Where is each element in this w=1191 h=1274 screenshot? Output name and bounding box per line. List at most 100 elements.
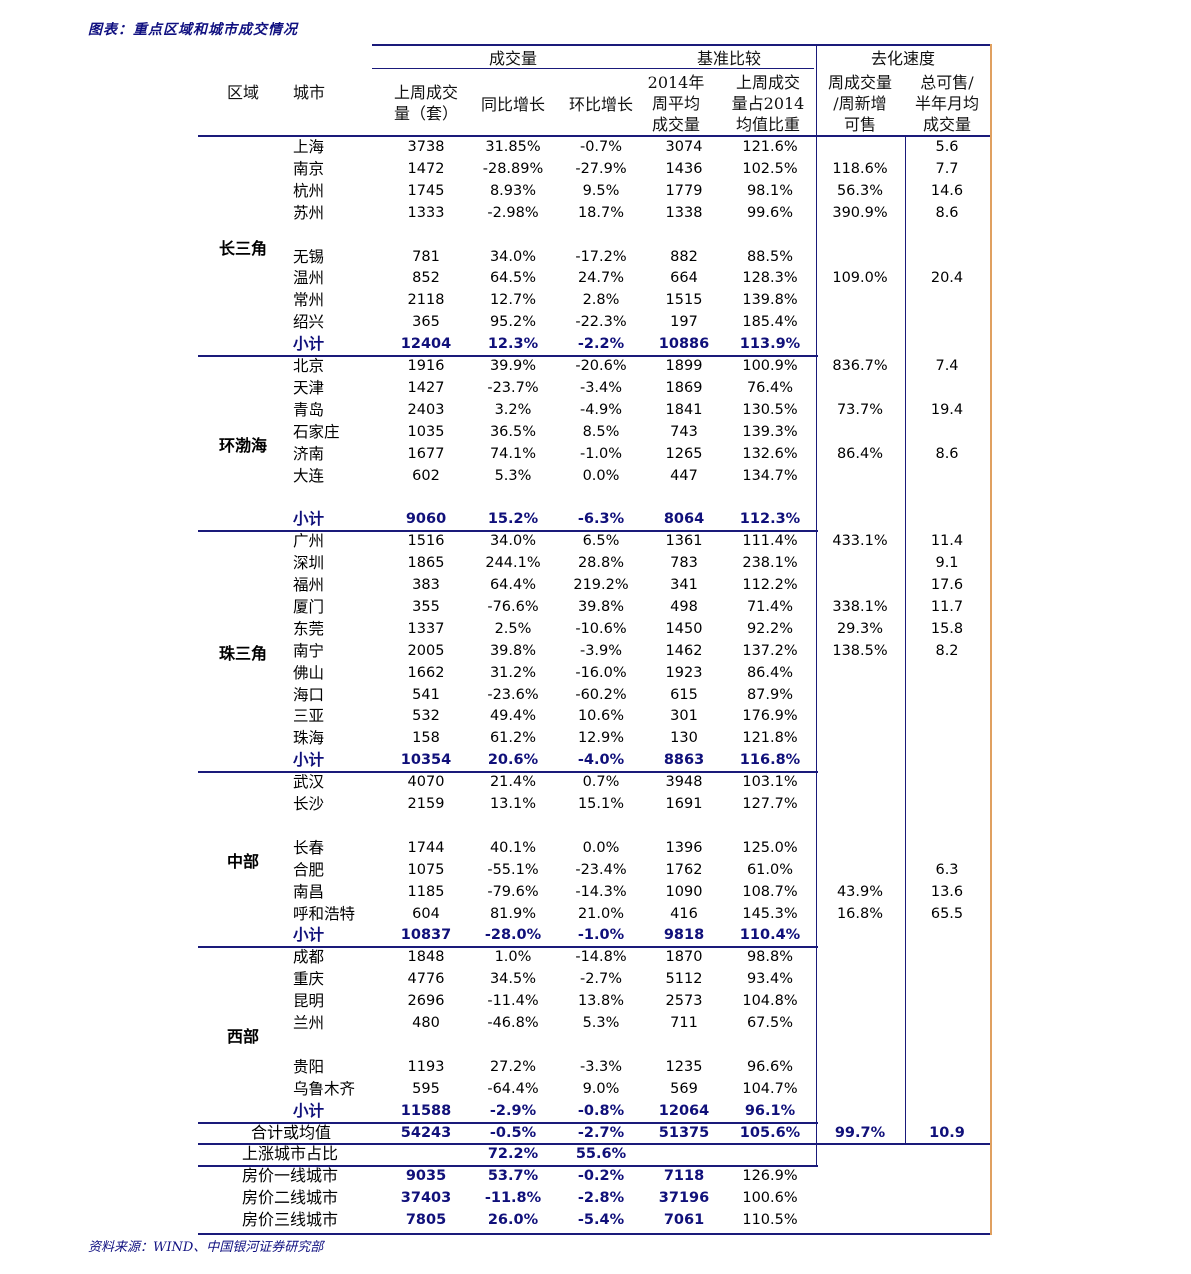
cell-volume: 4070 <box>407 774 445 791</box>
cell-yoy: 34.5% <box>489 971 537 988</box>
city-name: 贵阳 <box>293 1057 325 1076</box>
cell-ratio-2014: 139.3% <box>742 423 798 440</box>
cell-ratio-2014: 61.0% <box>746 861 794 878</box>
cell-yoy: 40.1% <box>489 839 537 856</box>
totals-cell-ratio-2014: 105.6% <box>739 1124 801 1141</box>
totals-cell-yoy: 53.7% <box>487 1168 539 1185</box>
cell-volume: 852 <box>412 270 440 287</box>
cell-volume: 365 <box>412 314 440 331</box>
totals-cell-ratio-2014: 110.5% <box>742 1212 798 1229</box>
cell-months-supply: 8.2 <box>935 642 959 659</box>
cell-mom: -1.0% <box>579 445 623 462</box>
cell-volume: 355 <box>412 598 440 615</box>
region-separator <box>198 355 818 357</box>
cell-mom: -27.9% <box>575 160 627 177</box>
cell-volume: 10837 <box>400 927 452 944</box>
cell-ratio-2014: 127.7% <box>742 796 798 812</box>
cell-months-supply: 8.6 <box>935 445 959 462</box>
city-name: 福州 <box>293 576 325 594</box>
totals-cell-yoy: -0.5% <box>489 1124 537 1141</box>
cell-weekly-vs-new: 390.9% <box>832 204 888 221</box>
cell-volume: 595 <box>412 1080 440 1097</box>
cell-yoy: -64.4% <box>487 1080 539 1097</box>
cell-volume: 2159 <box>407 796 445 812</box>
cell-mom: 9.0% <box>582 1080 620 1097</box>
cell-yoy: -2.9% <box>489 1102 537 1119</box>
cell-ratio-2014: 185.4% <box>742 314 798 331</box>
cell-avg-2014: 1691 <box>665 796 703 812</box>
region-separator <box>198 771 818 774</box>
cell-avg-2014: 1870 <box>665 949 703 966</box>
cell-ratio-2014: 88.5% <box>746 248 794 265</box>
cell-volume: 2005 <box>407 642 445 659</box>
cell-ratio-2014: 111.4% <box>742 533 798 550</box>
cell-mom: -3.3% <box>579 1058 623 1075</box>
city-name: 长春 <box>293 838 325 857</box>
cell-ratio-2014: 132.6% <box>742 445 798 462</box>
cell-volume: 1185 <box>407 883 445 900</box>
cell-ratio-2014: 96.1% <box>744 1102 796 1119</box>
uprate-rule <box>198 1165 818 1168</box>
city-name: 绍兴 <box>293 313 325 332</box>
cell-weekly-vs-new: 86.4% <box>836 445 884 462</box>
cell-mom: 28.8% <box>577 555 625 572</box>
cell-volume: 532 <box>412 708 440 725</box>
cell-yoy: 3.2% <box>494 401 532 418</box>
cell-avg-2014: 130 <box>670 730 698 747</box>
header-group-destock: 去化速度 <box>870 49 936 68</box>
cell-avg-2014: 1090 <box>665 883 703 900</box>
cell-ratio-2014: 145.3% <box>742 905 798 922</box>
cell-mom: -17.2% <box>575 248 627 265</box>
cell-avg-2014: 2573 <box>665 993 703 1010</box>
chart-title: 图表：重点区域和城市成交情况 <box>88 22 298 38</box>
city-name: 南京 <box>293 159 325 178</box>
cell-avg-2014: 8863 <box>663 752 705 769</box>
cell-months-supply: 17.6 <box>930 577 964 593</box>
totals-label: 房价二线城市 <box>241 1188 339 1208</box>
cell-avg-2014: 1396 <box>665 839 703 856</box>
right-border <box>990 44 992 1235</box>
city-name: 深圳 <box>293 554 325 573</box>
totals-cell-yoy: -11.8% <box>484 1190 542 1207</box>
cell-months-supply: 11.4 <box>930 533 964 550</box>
cell-ratio-2014: 93.4% <box>746 971 794 988</box>
cell-yoy: 31.2% <box>489 664 537 681</box>
region-separator <box>198 530 818 533</box>
header-bottom-rule <box>198 135 992 137</box>
header-group-volume: 成交量 <box>488 49 538 68</box>
cell-months-supply: 7.4 <box>935 358 959 374</box>
cell-yoy: -11.4% <box>487 993 539 1010</box>
subtotal-label: 小计 <box>293 750 325 770</box>
cell-ratio-2014: 76.4% <box>746 379 794 396</box>
cell-mom: -14.8% <box>575 949 627 966</box>
subtotal-label: 小计 <box>293 334 325 354</box>
cell-months-supply: 19.4 <box>930 401 964 418</box>
cell-volume: 2403 <box>407 401 445 418</box>
cell-mom: 13.8% <box>577 993 625 1010</box>
cell-yoy: 20.6% <box>487 752 539 769</box>
cell-ratio-2014: 96.6% <box>746 1058 794 1075</box>
cell-weekly-vs-new: 56.3% <box>836 182 884 199</box>
cell-mom: 2.8% <box>582 292 620 309</box>
cell-mom: 5.3% <box>582 1015 620 1031</box>
cell-mom: 0.0% <box>582 839 620 856</box>
cell-ratio-2014: 110.4% <box>739 927 801 944</box>
city-name: 重庆 <box>293 970 325 989</box>
cell-avg-2014: 416 <box>670 905 698 922</box>
region-separator <box>198 946 818 949</box>
cell-yoy: 27.2% <box>489 1058 537 1075</box>
totals-cell-mom: -2.8% <box>577 1190 625 1207</box>
city-name: 南宁 <box>293 641 325 660</box>
cell-ratio-2014: 67.5% <box>746 1015 794 1031</box>
city-name: 北京 <box>293 357 325 375</box>
city-name: 广州 <box>293 532 325 551</box>
cell-avg-2014: 783 <box>670 555 698 572</box>
cell-volume: 1916 <box>407 358 445 374</box>
city-name: 昆明 <box>293 992 325 1011</box>
cell-ratio-2014: 86.4% <box>746 664 794 681</box>
totals-cell-avg-2014: 51375 <box>658 1124 710 1141</box>
cell-weekly-vs-new: 16.8% <box>836 905 884 922</box>
totals-cell-avg-2014: 7118 <box>663 1168 705 1185</box>
cell-mom: -10.6% <box>575 620 627 637</box>
cell-months-supply: 7.7 <box>935 160 959 177</box>
